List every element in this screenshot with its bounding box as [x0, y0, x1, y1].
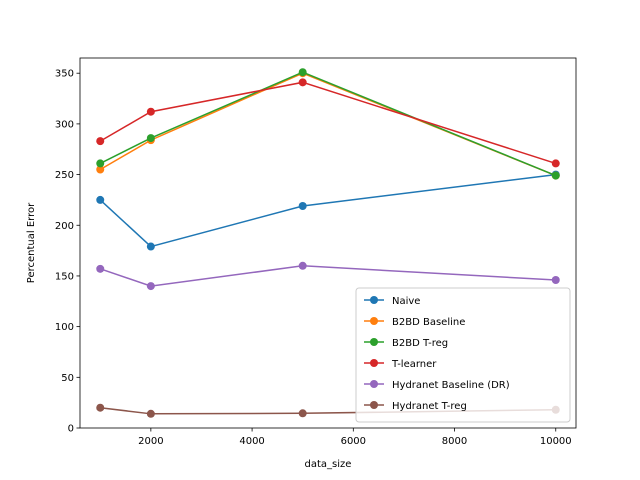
data-point-t-learner [146, 107, 155, 116]
legend-swatch-marker [370, 338, 378, 346]
data-point-hydranet-baseline-dr [551, 276, 560, 284]
x-tick-label: 6000 [341, 436, 366, 447]
plot-frame [79, 57, 577, 429]
data-point-hydranet-baseline-dr [96, 264, 105, 273]
y-tick-label: 250 [55, 170, 74, 181]
series-line-t-learner [99, 81, 556, 165]
legend-label: T-learner [391, 359, 437, 370]
legend-swatch-marker [370, 296, 378, 304]
data-point-hydranet-baseline-dr [298, 261, 307, 270]
y-tick-label: 100 [55, 322, 74, 333]
legend-swatch-marker [370, 317, 378, 325]
data-point-hydranet-t-reg [298, 409, 307, 418]
y-axis-label: Percentual Error [26, 202, 37, 283]
data-point-b2bd-baseline [96, 165, 105, 174]
x-tick-label: 8000 [442, 436, 467, 447]
series-line-b2bd-baseline [99, 72, 557, 177]
legend-label: Naive [392, 296, 420, 307]
legend-swatch-marker [370, 359, 378, 367]
y-tick-label: 300 [55, 119, 74, 130]
data-point-hydranet-baseline-dr [146, 282, 155, 291]
legend-swatch-marker [370, 401, 378, 409]
y-axis: 0 50 100 150 200 250 300 350 [55, 69, 80, 435]
data-point-b2bd-t-reg [146, 134, 155, 143]
y-tick-label: 0 [68, 424, 74, 435]
data-point-naive [146, 242, 155, 251]
x-axis: 2000 4000 6000 8000 10000 [138, 428, 572, 447]
data-point-hydranet-t-reg [96, 403, 105, 412]
x-tick-label: 4000 [239, 436, 264, 447]
y-tick-label: 50 [61, 373, 74, 384]
legend-box [355, 287, 571, 423]
series-line-hydranet-baseline-dr [99, 265, 556, 287]
x-tick-label: 2000 [138, 436, 163, 447]
data-point-t-learner [298, 78, 307, 87]
series-line-b2bd-t-reg [99, 71, 557, 177]
data-point-naive [298, 202, 307, 210]
legend-swatch-marker [370, 380, 378, 388]
data-point-hydranet-t-reg [146, 409, 155, 418]
series-line-naive [99, 173, 556, 248]
legend-label: Hydranet Baseline (DR) [392, 380, 510, 391]
y-tick-label: 350 [55, 69, 74, 80]
legend-label: B2BD T-reg [392, 338, 448, 349]
legend-label: Hydranet T-reg [392, 401, 467, 412]
data-point-b2bd-t-reg [551, 171, 560, 180]
legend: Naive B2BD Baseline B2BD T-reg T-learner Hyd… [355, 287, 571, 423]
data-point-t-learner [96, 137, 105, 146]
y-tick-label: 200 [55, 221, 74, 232]
data-point-b2bd-t-reg [298, 68, 307, 77]
data-point-t-learner [551, 159, 560, 168]
data-point-b2bd-t-reg [96, 159, 105, 168]
x-axis-label: data_size [305, 459, 352, 470]
legend-label: B2BD Baseline [392, 317, 465, 328]
x-tick-label: 10000 [540, 436, 572, 447]
y-tick-label: 150 [55, 271, 74, 282]
data-point-naive [96, 195, 105, 204]
